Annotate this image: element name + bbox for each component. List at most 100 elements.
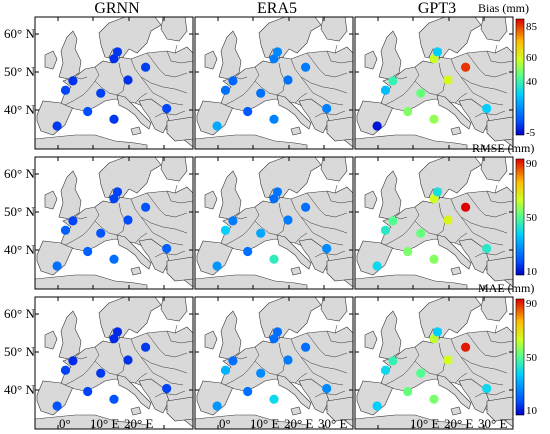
map-panel-grnn-1: [35, 157, 193, 289]
station-marker: [372, 401, 382, 411]
station-marker: [432, 47, 443, 57]
column-title-era5: ERA5: [257, 0, 297, 17]
station-marker: [416, 88, 426, 98]
lat-label-60: 60° N: [4, 166, 35, 181]
station-marker: [301, 202, 311, 212]
station-marker: [269, 194, 279, 204]
bias-tick-minus5: -5: [526, 127, 536, 139]
station-marker: [212, 401, 222, 411]
station-marker: [272, 187, 283, 197]
mae-tick-90: 90: [526, 298, 537, 310]
station-marker: [388, 216, 398, 226]
station-marker: [380, 85, 391, 95]
station-marker: [372, 121, 382, 131]
lat-label-50: 50° N: [4, 344, 35, 359]
station-marker: [256, 88, 266, 98]
lon-label-30e: 30° E: [478, 416, 508, 431]
map-panel-era5-0: [195, 17, 353, 149]
station-marker: [243, 246, 253, 257]
station-marker: [83, 386, 93, 397]
station-marker: [52, 261, 62, 271]
station-marker: [60, 365, 71, 375]
station-marker: [322, 103, 332, 114]
station-marker: [60, 225, 71, 235]
station-marker: [112, 327, 123, 337]
station-marker: [388, 356, 398, 366]
station-marker: [416, 228, 426, 238]
station-marker: [228, 76, 238, 86]
lat-label-40: 40° N: [4, 382, 35, 397]
bias-tick-40: 40: [526, 76, 537, 88]
station-marker: [301, 62, 311, 72]
colorbar: [515, 18, 525, 136]
station-marker: [220, 85, 231, 95]
station-marker: [432, 187, 443, 197]
station-marker: [443, 75, 453, 85]
lon-label-10e: 10° E: [410, 416, 440, 431]
station-marker: [283, 75, 293, 85]
station-marker: [96, 368, 106, 378]
station-marker: [256, 228, 266, 238]
station-marker: [68, 76, 78, 86]
station-marker: [429, 334, 439, 344]
station-marker: [482, 383, 492, 394]
map-panel-gpt3-1: [355, 157, 513, 289]
rmse-tick-90: 90: [526, 158, 537, 170]
station-marker: [429, 54, 439, 64]
station-marker: [141, 62, 151, 72]
station-marker: [109, 394, 119, 404]
station-marker: [403, 106, 413, 117]
station-marker: [272, 47, 283, 57]
lon-label-20e: 20° E: [284, 416, 314, 431]
station-marker: [96, 88, 106, 98]
map-panels: [35, 17, 513, 429]
station-marker: [162, 103, 172, 114]
station-marker: [162, 243, 172, 254]
colorbar-title-mae: MAE (mm): [478, 281, 535, 295]
station-marker: [482, 243, 492, 254]
station-marker: [220, 365, 231, 375]
station-marker: [482, 103, 492, 114]
station-marker: [96, 228, 106, 238]
station-marker: [403, 386, 413, 397]
colorbars: [515, 18, 525, 416]
mae-tick-50: 50: [526, 352, 537, 364]
station-marker: [380, 365, 391, 375]
colorbar-title-rmse: RMSE (mm): [472, 141, 535, 155]
lon-label-20e: 20° E: [124, 416, 154, 431]
station-marker: [403, 246, 413, 257]
station-marker: [141, 342, 151, 352]
station-marker: [68, 356, 78, 366]
station-marker: [141, 202, 151, 212]
station-marker: [60, 85, 71, 95]
station-marker: [83, 246, 93, 257]
station-marker: [429, 194, 439, 204]
lat-label-60: 60° N: [4, 306, 35, 321]
station-marker: [68, 216, 78, 226]
station-marker: [301, 342, 311, 352]
station-marker: [109, 54, 119, 64]
station-marker: [212, 121, 222, 131]
rmse-tick-50: 50: [526, 212, 537, 224]
station-marker: [228, 216, 238, 226]
station-marker: [322, 243, 332, 254]
lon-label-20e: 20° E: [444, 416, 474, 431]
station-marker: [243, 106, 253, 117]
station-marker: [109, 334, 119, 344]
station-marker: [283, 215, 293, 225]
station-marker: [272, 327, 283, 337]
rmse-tick-10: 10: [526, 266, 537, 278]
station-marker: [283, 355, 293, 365]
station-marker: [322, 383, 332, 394]
station-marker: [112, 47, 123, 57]
mae-tick-10: 10: [526, 405, 537, 417]
station-marker: [162, 383, 172, 394]
bias-tick-60: 60: [526, 52, 537, 64]
lat-label-60: 60° N: [4, 26, 35, 41]
lon-label-10e: 10° E: [90, 416, 120, 431]
station-marker: [429, 254, 439, 264]
station-marker: [429, 114, 439, 124]
station-marker: [443, 215, 453, 225]
map-panel-grnn-2: [35, 297, 193, 429]
